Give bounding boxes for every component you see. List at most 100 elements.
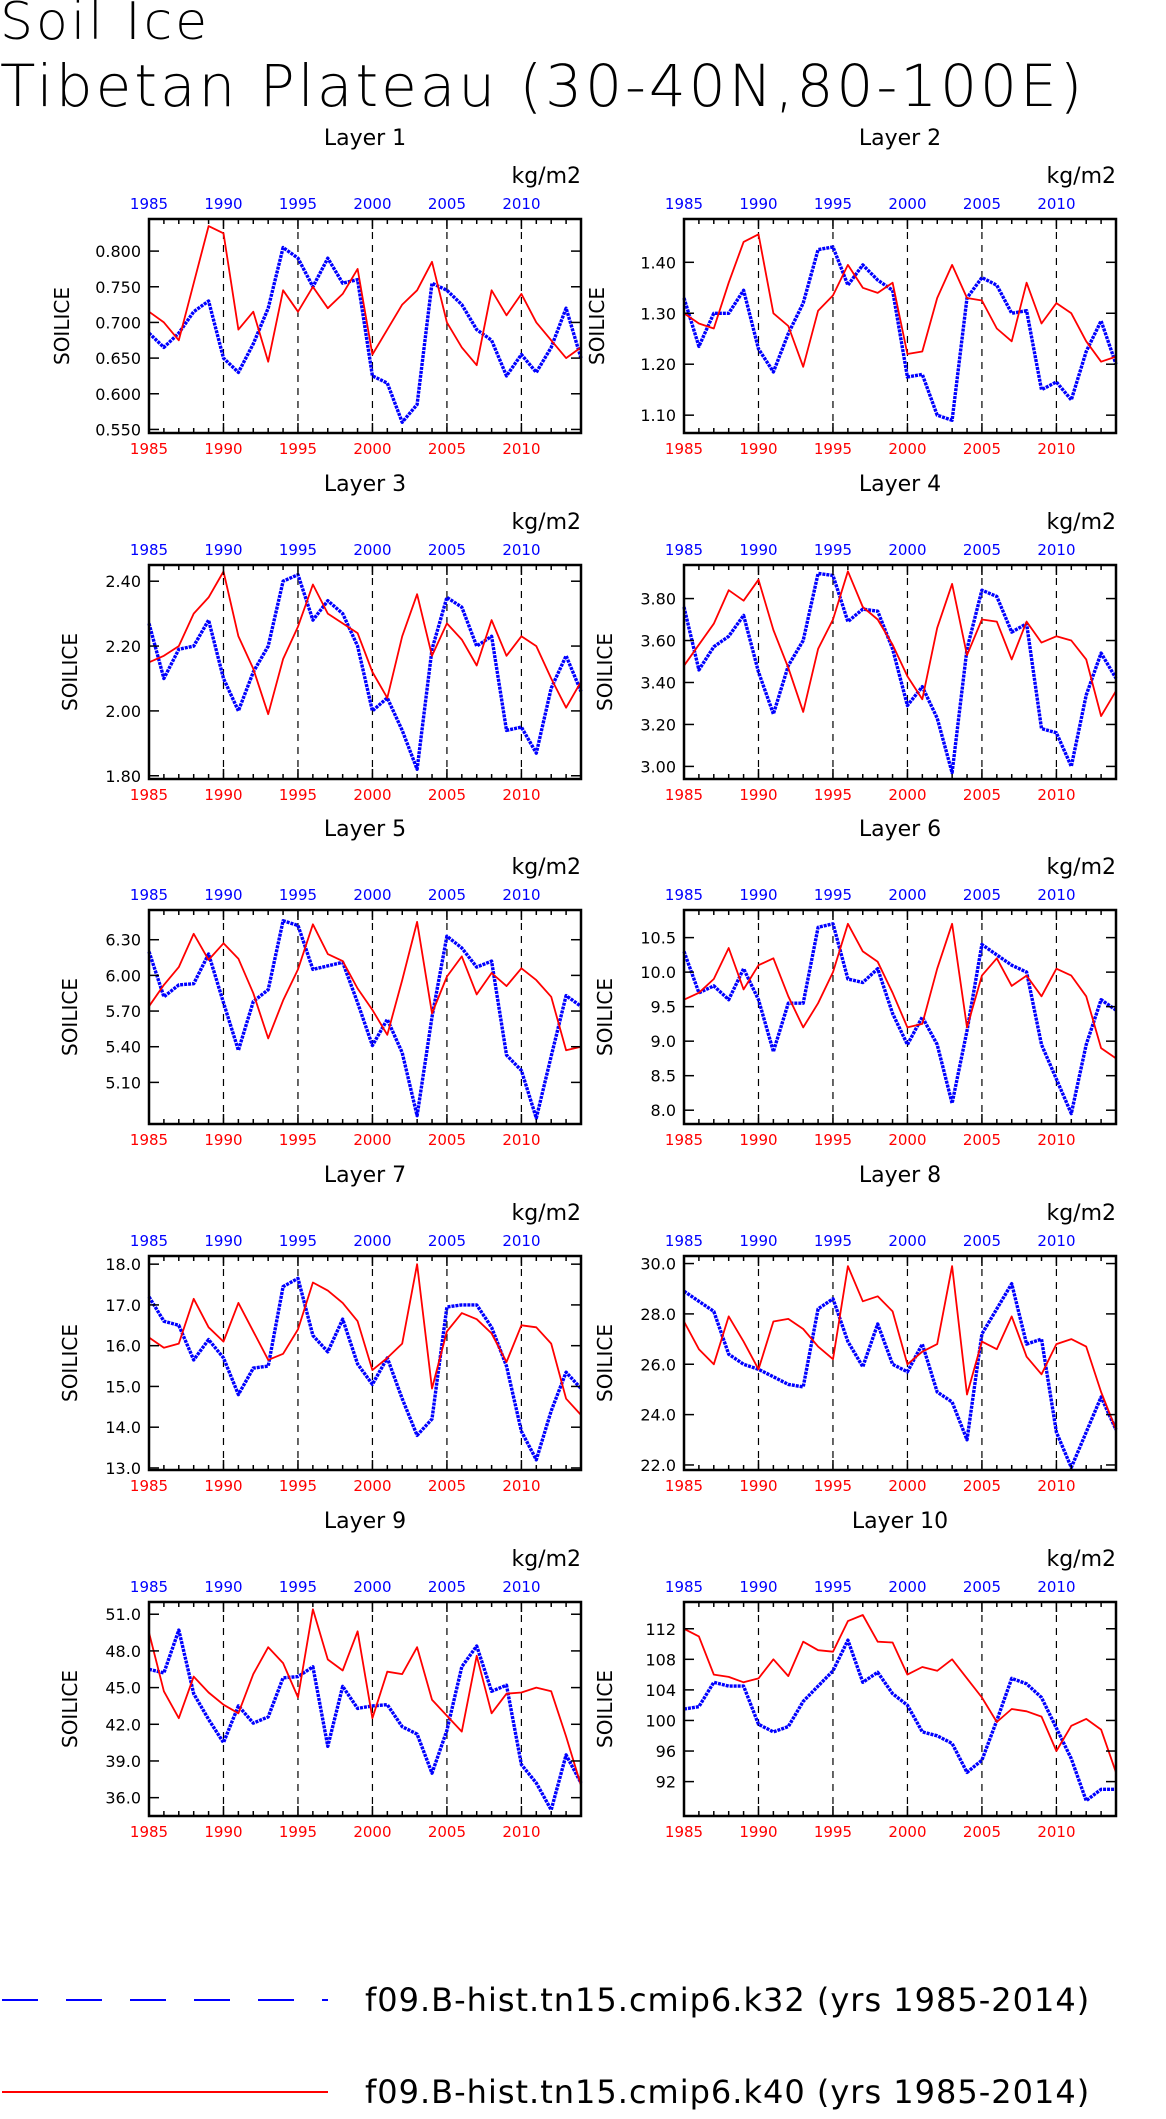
layer10-series-k40-line (683, 1614, 1117, 1773)
layer8-xtick-label-bottom: 1990 (739, 1477, 777, 1495)
layer4-xtick-label-top: 1990 (739, 541, 777, 559)
layer8-xtick-label-top: 1990 (739, 1232, 777, 1250)
layer4-xtick-label-top: 1995 (814, 541, 852, 559)
layer9-xtick-label-top: 2010 (502, 1578, 540, 1596)
layer10-xtick-label-top: 1995 (814, 1578, 852, 1596)
layer3-series-k32-line (147, 573, 583, 771)
layer9-xtick-label-top: 1985 (130, 1578, 168, 1596)
layer10-xtick-label-top: 1985 (665, 1578, 703, 1596)
layer8-series-k40-line (683, 1265, 1117, 1431)
layer3-xtick-label-top: 1995 (279, 541, 317, 559)
layer4-ytick-label: 3.80 (640, 590, 676, 609)
layer7-series-k40-line (148, 1263, 582, 1416)
layer4-xtick-label-bottom: 1995 (814, 786, 852, 804)
layer9-series-k40-line (148, 1608, 582, 1786)
layer10-plot-frame (682, 1600, 1118, 1818)
layer5-xtick-label-top: 1985 (130, 886, 168, 904)
layer1-xtick-label-bottom: 2005 (428, 440, 466, 458)
layer1-xtick-label-bottom: 1985 (130, 440, 168, 458)
layer6-series-k40-line (683, 922, 1117, 1060)
layer2-ytick-label: 1.40 (640, 253, 676, 272)
layer8-ytick-label: 24.0 (640, 1406, 676, 1425)
layer2-xtick-label-bottom: 2000 (888, 440, 926, 458)
layer7-xtick-label-bottom: 1990 (204, 1477, 242, 1495)
layer10-xtick-label-top: 2010 (1037, 1578, 1075, 1596)
layer9-ytick-label: 42.0 (105, 1715, 141, 1734)
layer6-ytick-label: 8.5 (651, 1067, 676, 1086)
layer1-xtick-label-bottom: 1995 (279, 440, 317, 458)
layer2-ytick-label: 1.20 (640, 355, 676, 374)
layer9-plot-frame (147, 1600, 583, 1818)
layer7-xtick-label-top: 1985 (130, 1232, 168, 1250)
layer8-ytick-label: 26.0 (640, 1355, 676, 1374)
layer5-xtick-label-top: 2000 (353, 886, 391, 904)
layer1-units-label: kg/m2 (511, 164, 581, 189)
layer8-xtick-label-top: 2000 (888, 1232, 926, 1250)
layer2-plot-frame (682, 217, 1118, 435)
layer2-ytick-label: 1.30 (640, 304, 676, 323)
layer9-title: Layer 9 (324, 1509, 406, 1534)
layer6-ytick-label: 9.5 (651, 998, 676, 1017)
layer4-xtick-label-top: 2010 (1037, 541, 1075, 559)
layer7-ytick-label: 18.0 (105, 1255, 141, 1274)
layer9-series-k32-line (148, 1628, 583, 1812)
layer8-xtick-label-top: 2005 (963, 1232, 1001, 1250)
chart-subtitle: Tibetan Plateau (30-40N,80-100E) (0, 52, 1086, 120)
layer3-xtick-label-bottom: 1995 (279, 786, 317, 804)
layer1-ytick-label: 0.600 (95, 385, 141, 404)
layer4-xtick-label-top: 2000 (888, 541, 926, 559)
layer6-xtick-label-bottom: 1990 (739, 1131, 777, 1149)
layer1-series-k40-line (148, 225, 582, 367)
layer5-xtick-label-bottom: 2005 (428, 1131, 466, 1149)
layer1-xtick-label-top: 1995 (279, 195, 317, 213)
layer8-ylabel: SOILICE (593, 1324, 617, 1402)
layer1-ytick-label: 0.750 (95, 278, 141, 297)
layer2-xtick-label-bottom: 1995 (814, 440, 852, 458)
layer9-xtick-label-bottom: 2010 (502, 1823, 540, 1841)
layer4-ytick-label: 3.00 (640, 757, 676, 776)
layer7-ytick-label: 15.0 (105, 1377, 141, 1396)
layer1-xtick-label-top: 2005 (428, 195, 466, 213)
layer10-xtick-label-bottom: 1985 (665, 1823, 703, 1841)
layer8-ytick-label: 22.0 (640, 1456, 676, 1475)
layer10-xtick-label-top: 1990 (739, 1578, 777, 1596)
layer7-xtick-label-bottom: 2000 (353, 1477, 391, 1495)
layer4-ytick-label: 3.20 (640, 715, 676, 734)
layer6-xtick-label-bottom: 1985 (665, 1131, 703, 1149)
layer4-ytick-label: 3.40 (640, 673, 676, 692)
layer8-xtick-label-bottom: 2005 (963, 1477, 1001, 1495)
layer9-xtick-label-top: 1990 (204, 1578, 242, 1596)
layer4-title: Layer 4 (859, 472, 941, 497)
layer10-xtick-label-bottom: 2000 (888, 1823, 926, 1841)
layer9-ytick-label: 36.0 (105, 1789, 141, 1808)
layer1-xtick-label-top: 1990 (204, 195, 242, 213)
layer5-ytick-label: 6.30 (105, 931, 141, 950)
layer2-ytick-label: 1.10 (640, 406, 676, 425)
layer1-ylabel: SOILICE (50, 287, 74, 365)
layer6-xtick-label-top: 1990 (739, 886, 777, 904)
layer9-ytick-label: 39.0 (105, 1752, 141, 1771)
layer4-ytick-label: 3.60 (640, 632, 676, 651)
layer8-ytick-label: 28.0 (640, 1305, 676, 1324)
layer3-units-label: kg/m2 (511, 510, 581, 535)
layer10-ytick-label: 92 (656, 1773, 676, 1792)
layer9-xtick-label-top: 1995 (279, 1578, 317, 1596)
layer1-xtick-label-bottom: 2000 (353, 440, 391, 458)
layer4-xtick-label-top: 1985 (665, 541, 703, 559)
layer5-series-k32-line (147, 919, 582, 1120)
layer4-xtick-label-bottom: 2000 (888, 786, 926, 804)
layer8-series-k32-line (683, 1281, 1118, 1470)
layer1-xtick-label-bottom: 2010 (502, 440, 540, 458)
layer1-ytick-label: 0.700 (95, 313, 141, 332)
layer10-xtick-label-bottom: 1990 (739, 1823, 777, 1841)
layer4-plot-frame (682, 563, 1118, 781)
layer8-xtick-label-top: 2010 (1037, 1232, 1075, 1250)
layer7-units-label: kg/m2 (511, 1201, 581, 1226)
layer6-series-k32-line (682, 922, 1117, 1116)
layer8-units-label: kg/m2 (1046, 1201, 1116, 1226)
layer7-xtick-label-bottom: 1995 (279, 1477, 317, 1495)
layer5-xtick-label-bottom: 1995 (279, 1131, 317, 1149)
layer10-ylabel: SOILICE (593, 1670, 617, 1748)
layer5-series-k40-line (148, 921, 582, 1052)
layer10-ytick-label: 100 (645, 1711, 676, 1730)
